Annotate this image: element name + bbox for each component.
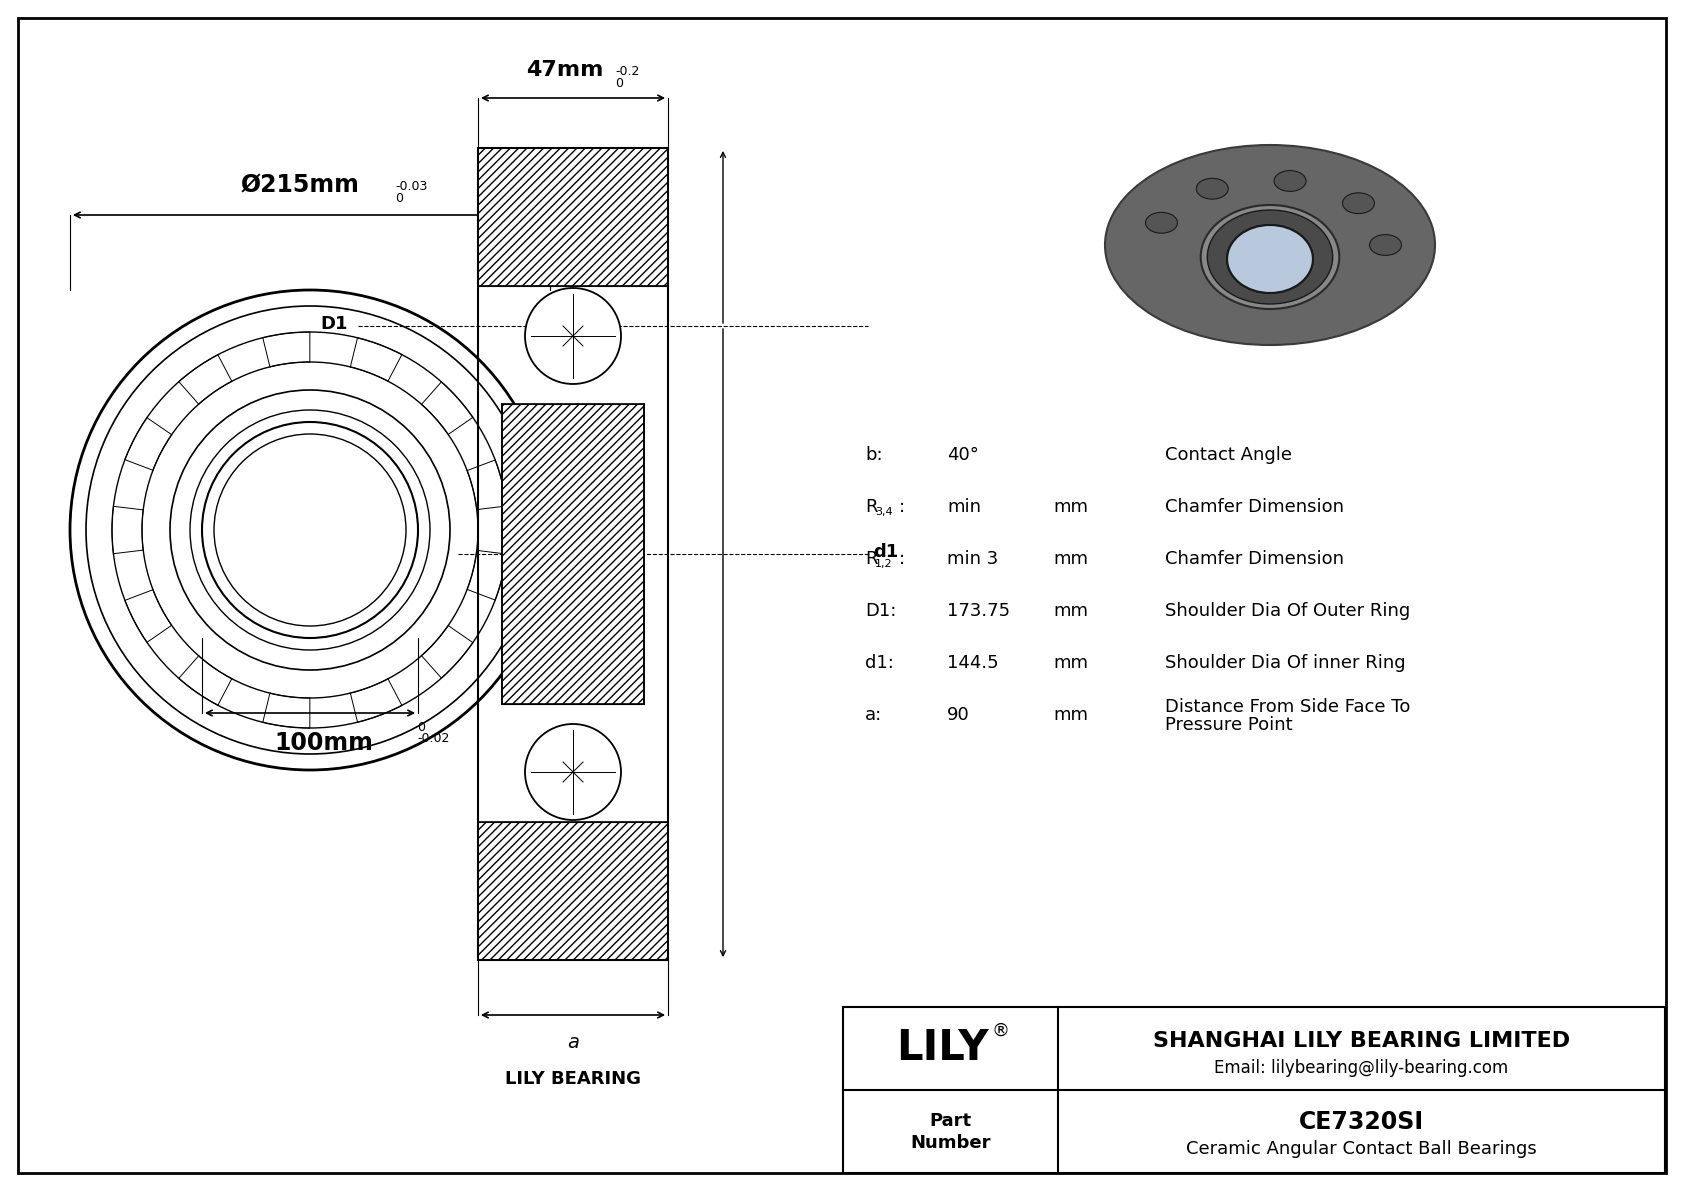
Text: -0.02: -0.02 <box>418 732 450 746</box>
Text: Chamfer Dimension: Chamfer Dimension <box>1165 550 1344 568</box>
Text: Pressure Point: Pressure Point <box>1165 716 1293 734</box>
Circle shape <box>525 724 621 819</box>
Circle shape <box>525 288 621 384</box>
Text: 100mm: 100mm <box>274 731 374 755</box>
Text: a:: a: <box>866 706 882 724</box>
Text: Chamfer Dimension: Chamfer Dimension <box>1165 498 1344 516</box>
Text: Ø215mm: Ø215mm <box>241 173 359 197</box>
Text: d1: d1 <box>872 543 898 561</box>
Text: -0.2: -0.2 <box>615 66 640 77</box>
Text: 40°: 40° <box>946 445 978 464</box>
Text: CE7320SI: CE7320SI <box>1298 1110 1425 1134</box>
Text: mm: mm <box>1052 654 1088 672</box>
Text: 0: 0 <box>615 77 623 91</box>
Text: d1:: d1: <box>866 654 894 672</box>
Text: min: min <box>946 498 982 516</box>
Text: R₃: R₃ <box>652 270 665 283</box>
Text: Distance From Side Face To: Distance From Side Face To <box>1165 698 1411 716</box>
Ellipse shape <box>1369 235 1401 255</box>
Text: R: R <box>866 498 877 516</box>
Text: 0: 0 <box>396 192 402 205</box>
Ellipse shape <box>1228 225 1314 293</box>
Text: R₂: R₂ <box>652 944 665 958</box>
Text: mm: mm <box>1052 706 1088 724</box>
Text: R₁: R₁ <box>482 825 495 838</box>
Text: D1: D1 <box>320 314 349 333</box>
Text: R₂: R₂ <box>482 944 495 958</box>
Text: 1,2: 1,2 <box>876 559 893 569</box>
Text: a: a <box>568 1033 579 1052</box>
Text: 173.75: 173.75 <box>946 601 1010 621</box>
Text: R₄: R₄ <box>652 151 665 164</box>
Ellipse shape <box>1201 205 1339 308</box>
Text: min 3: min 3 <box>946 550 999 568</box>
Text: ®: ® <box>992 1022 1009 1040</box>
Text: :: : <box>899 550 904 568</box>
Ellipse shape <box>1196 179 1228 199</box>
Text: Part: Part <box>930 1112 972 1130</box>
Text: R₁: R₁ <box>482 151 495 164</box>
Ellipse shape <box>1228 225 1314 293</box>
Text: 144.5: 144.5 <box>946 654 999 672</box>
Text: R: R <box>866 550 877 568</box>
Text: :: : <box>899 498 904 516</box>
Text: 3,4: 3,4 <box>876 507 893 517</box>
Ellipse shape <box>1105 145 1435 345</box>
Bar <box>844 1008 1665 1173</box>
Text: Number: Number <box>911 1135 990 1153</box>
Text: 47mm: 47mm <box>527 60 603 80</box>
Text: mm: mm <box>1052 498 1088 516</box>
Text: -0.03: -0.03 <box>396 180 428 193</box>
Text: Contact Angle: Contact Angle <box>1165 445 1292 464</box>
Ellipse shape <box>1207 210 1332 304</box>
Text: SHANGHAI LILY BEARING LIMITED: SHANGHAI LILY BEARING LIMITED <box>1154 1031 1569 1050</box>
Ellipse shape <box>1342 193 1374 213</box>
Text: LILY: LILY <box>896 1028 989 1070</box>
Text: R₂: R₂ <box>482 270 495 283</box>
Text: LILY BEARING: LILY BEARING <box>505 1070 642 1089</box>
Bar <box>478 148 669 286</box>
Text: Shoulder Dia Of inner Ring: Shoulder Dia Of inner Ring <box>1165 654 1406 672</box>
Text: mm: mm <box>1052 601 1088 621</box>
Text: b: b <box>551 804 561 819</box>
Text: R₁: R₁ <box>652 825 665 838</box>
Text: Email: lilybearing@lily-bearing.com: Email: lilybearing@lily-bearing.com <box>1214 1059 1509 1077</box>
Text: Ceramic Angular Contact Ball Bearings: Ceramic Angular Contact Ball Bearings <box>1186 1140 1537 1158</box>
Text: D1:: D1: <box>866 601 896 621</box>
Text: Shoulder Dia Of Outer Ring: Shoulder Dia Of Outer Ring <box>1165 601 1410 621</box>
Text: 0: 0 <box>418 721 424 734</box>
Text: 90: 90 <box>946 706 970 724</box>
Ellipse shape <box>1275 170 1307 192</box>
Ellipse shape <box>1145 212 1177 233</box>
Bar <box>502 404 643 704</box>
Text: b:: b: <box>866 445 882 464</box>
Text: mm: mm <box>1052 550 1088 568</box>
Bar <box>478 822 669 960</box>
